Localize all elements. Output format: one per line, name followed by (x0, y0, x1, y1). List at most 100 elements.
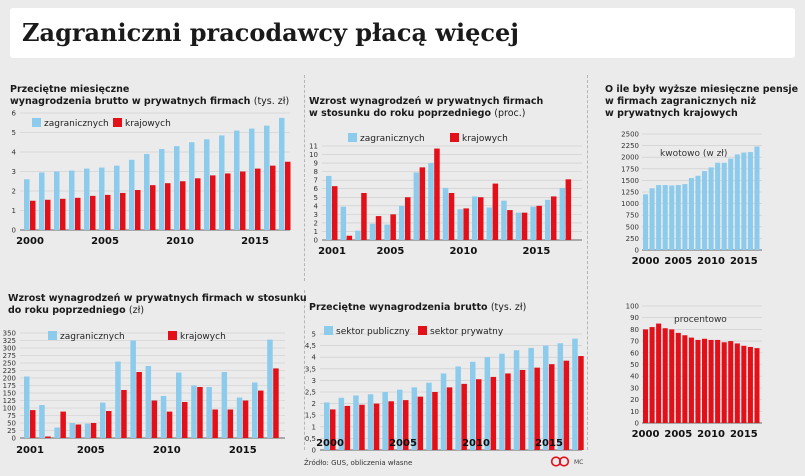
p5-bar-foreign-2007 (426, 382, 432, 450)
p4-bar-foreign-2006 (100, 402, 106, 438)
p3-sub0-ytick-label: 1000 (621, 200, 639, 208)
p2-bar-foreign-2017 (559, 187, 566, 240)
p1-bar-foreign-2006 (114, 165, 120, 230)
p4-bar-foreign-2015 (236, 397, 243, 438)
p1-bar-foreign-2008 (144, 153, 150, 230)
p3-sub0-ytick-label: 1750 (621, 165, 639, 173)
p2-ytick-label: 3 (314, 211, 318, 219)
p1-bar-foreign-2002 (54, 171, 60, 230)
p3-sub1-bar-2003 (662, 328, 668, 423)
p2-legend-label-foreign: zagranicznych (360, 134, 425, 144)
p3-sub0-ytick-label: 250 (626, 235, 639, 243)
p2-ytick-label: 7 (314, 177, 318, 185)
p1-bar-foreign-2003 (69, 170, 75, 230)
p3-sub0-bar-2015 (741, 152, 747, 250)
p2-bar-domestic-2007 (419, 167, 426, 240)
p5-bar-foreign-2008 (440, 373, 447, 450)
title-box: Zagraniczni pracodawcy płacą więcej (10, 8, 795, 58)
p3-sub0-bar-2012 (721, 162, 727, 250)
p1-bar-domestic-2001 (45, 199, 51, 230)
p2-bar-foreign-2016 (545, 199, 551, 240)
p3-sub0-label: kwotowo (w zł) (660, 149, 727, 159)
p4-xtick-label: 2001 (16, 445, 44, 456)
p2-ytick-label: 6 (314, 185, 319, 193)
p5-legend-swatch-domestic (418, 326, 427, 335)
p4-ytick-label: 250 (3, 360, 16, 368)
p3-sub0-bar-2014 (734, 154, 740, 250)
p1-xtick-label: 2015 (241, 236, 269, 247)
p4-bar-domestic-2006 (106, 411, 112, 438)
panel5-unit: (tys. zł) (490, 302, 527, 313)
p4-ytick-label: 50 (7, 420, 16, 428)
p3-sub1-bar-2004 (669, 329, 675, 423)
p1-ytick-label: 0 (12, 227, 16, 235)
p1-ytick-label: 6 (12, 110, 17, 118)
p3-sub1-xtick-label: 2015 (730, 429, 758, 440)
panel4-title: Wzrost wynagrodzeń w prywatnych firmach … (8, 293, 307, 317)
p3-sub0-ytick-label: 750 (626, 212, 639, 220)
panel2-title: Wzrost wynagrodzeń w prywatnych firmach … (309, 96, 543, 120)
p4-bar-domestic-2014 (227, 409, 234, 438)
p4-bar-foreign-2004 (69, 423, 76, 438)
p3-sub1-bar-2007 (688, 337, 694, 423)
p3-sub1-ytick-label: 80 (630, 326, 639, 334)
p4-xtick-label: 2015 (229, 445, 257, 456)
p5-bar-foreign-2014 (528, 347, 534, 450)
p2-bar-foreign-2004 (369, 223, 376, 240)
panel5-title-line1: Przeciętne wynagrodzenia brutto (309, 302, 488, 313)
p4-bar-foreign-2011 (176, 372, 182, 438)
p4-ytick-label: 350 (3, 330, 16, 338)
p1-bar-foreign-2005 (99, 167, 105, 230)
p2-bar-foreign-2014 (515, 212, 522, 240)
p3-sub0-bar-2004 (669, 185, 675, 250)
p4-ytick-label: 0 (12, 435, 16, 443)
p5-ytick-label: 3,5 (305, 365, 316, 373)
p5-ytick-label: 2,5 (305, 389, 316, 397)
p2-bar-foreign-2013 (501, 200, 507, 240)
p4-ytick-label: 150 (3, 390, 16, 398)
p3-sub1-bar-2010 (708, 339, 714, 423)
p1-bar-foreign-2015 (249, 128, 255, 230)
p4-bar-foreign-2017 (267, 339, 273, 438)
p3-sub1-ytick-label: 0 (635, 420, 639, 428)
p2-xtick-label: 2001 (318, 246, 346, 257)
p2-ytick-label: 8 (314, 168, 318, 176)
p4-legend-label-foreign: zagranicznych (60, 332, 125, 342)
p1-ytick-label: 3 (12, 168, 16, 176)
p1-xtick-label: 2005 (91, 236, 119, 247)
footer-source: Źródło: GUS, obliczenia własne (304, 459, 413, 467)
p5-bar-foreign-2017 (572, 338, 578, 450)
p5-legend-swatch-foreign (324, 326, 333, 335)
p4-bar-foreign-2002 (39, 405, 45, 438)
p2-bar-domestic-2009 (448, 193, 455, 240)
p4-bar-domestic-2002 (45, 436, 51, 438)
p3-sub1-bar-2014 (734, 343, 740, 423)
p2-bar-foreign-2003 (355, 230, 361, 240)
p3-sub0-ytick-label: 2000 (621, 154, 639, 162)
p3-sub1-bar-2008 (695, 339, 701, 423)
p3-sub0-ytick-label: 2250 (621, 142, 639, 150)
p2-ytick-label: 9 (314, 160, 318, 168)
p5-xtick-label: 2000 (316, 438, 344, 449)
p2-ytick-label: 4 (314, 202, 319, 210)
p5-bar-foreign-2013 (513, 350, 520, 450)
panel1-title-line1: Przeciętne miesięczne (10, 84, 130, 95)
p5-bar-foreign-2012 (499, 353, 505, 450)
p4-ytick-label: 325 (3, 337, 16, 345)
p3-sub1-bar-2012 (721, 342, 727, 423)
page-title: Zagraniczni pracodawcy płacą więcej (22, 18, 519, 47)
p1-bar-foreign-2014 (234, 130, 240, 230)
p5-ytick-label: 3 (312, 377, 316, 385)
p3-sub0-bar-2016 (747, 152, 753, 250)
p2-ytick-label: 0 (314, 237, 318, 245)
p4-bar-foreign-2016 (252, 382, 258, 438)
p5-ytick-label: 0,5 (305, 435, 316, 443)
p2-bar-domestic-2002 (346, 235, 353, 240)
p4-bar-foreign-2003 (54, 427, 60, 438)
p1-legend-label-domestic: krajowych (125, 119, 171, 129)
p3-sub0-xtick-label: 2010 (697, 256, 725, 267)
p2-legend-swatch-foreign (348, 133, 357, 142)
p3-sub0-bar-2010 (708, 167, 714, 250)
p4-bar-foreign-2008 (130, 340, 136, 438)
